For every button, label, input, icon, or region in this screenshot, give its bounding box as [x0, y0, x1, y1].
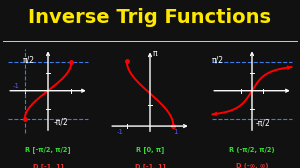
Text: 1: 1 [173, 129, 178, 135]
Text: D (-∞, ∞): D (-∞, ∞) [236, 163, 268, 168]
Text: R [-π/2, π/2]: R [-π/2, π/2] [25, 146, 71, 153]
Text: R [0, π]: R [0, π] [136, 146, 164, 153]
Text: -1: -1 [116, 129, 123, 135]
Text: R (-π/2, π/2): R (-π/2, π/2) [229, 146, 275, 153]
Text: π: π [153, 49, 158, 58]
Text: Inverse Trig Functions: Inverse Trig Functions [28, 8, 272, 27]
Text: -π/2: -π/2 [54, 117, 69, 126]
Text: π/2: π/2 [23, 55, 35, 64]
Text: -π/2: -π/2 [255, 119, 270, 128]
Text: D [-1, 1]: D [-1, 1] [135, 163, 165, 168]
Text: -1: -1 [13, 83, 20, 89]
Text: π/2: π/2 [212, 55, 224, 64]
Text: D [-1, 1]: D [-1, 1] [33, 163, 63, 168]
